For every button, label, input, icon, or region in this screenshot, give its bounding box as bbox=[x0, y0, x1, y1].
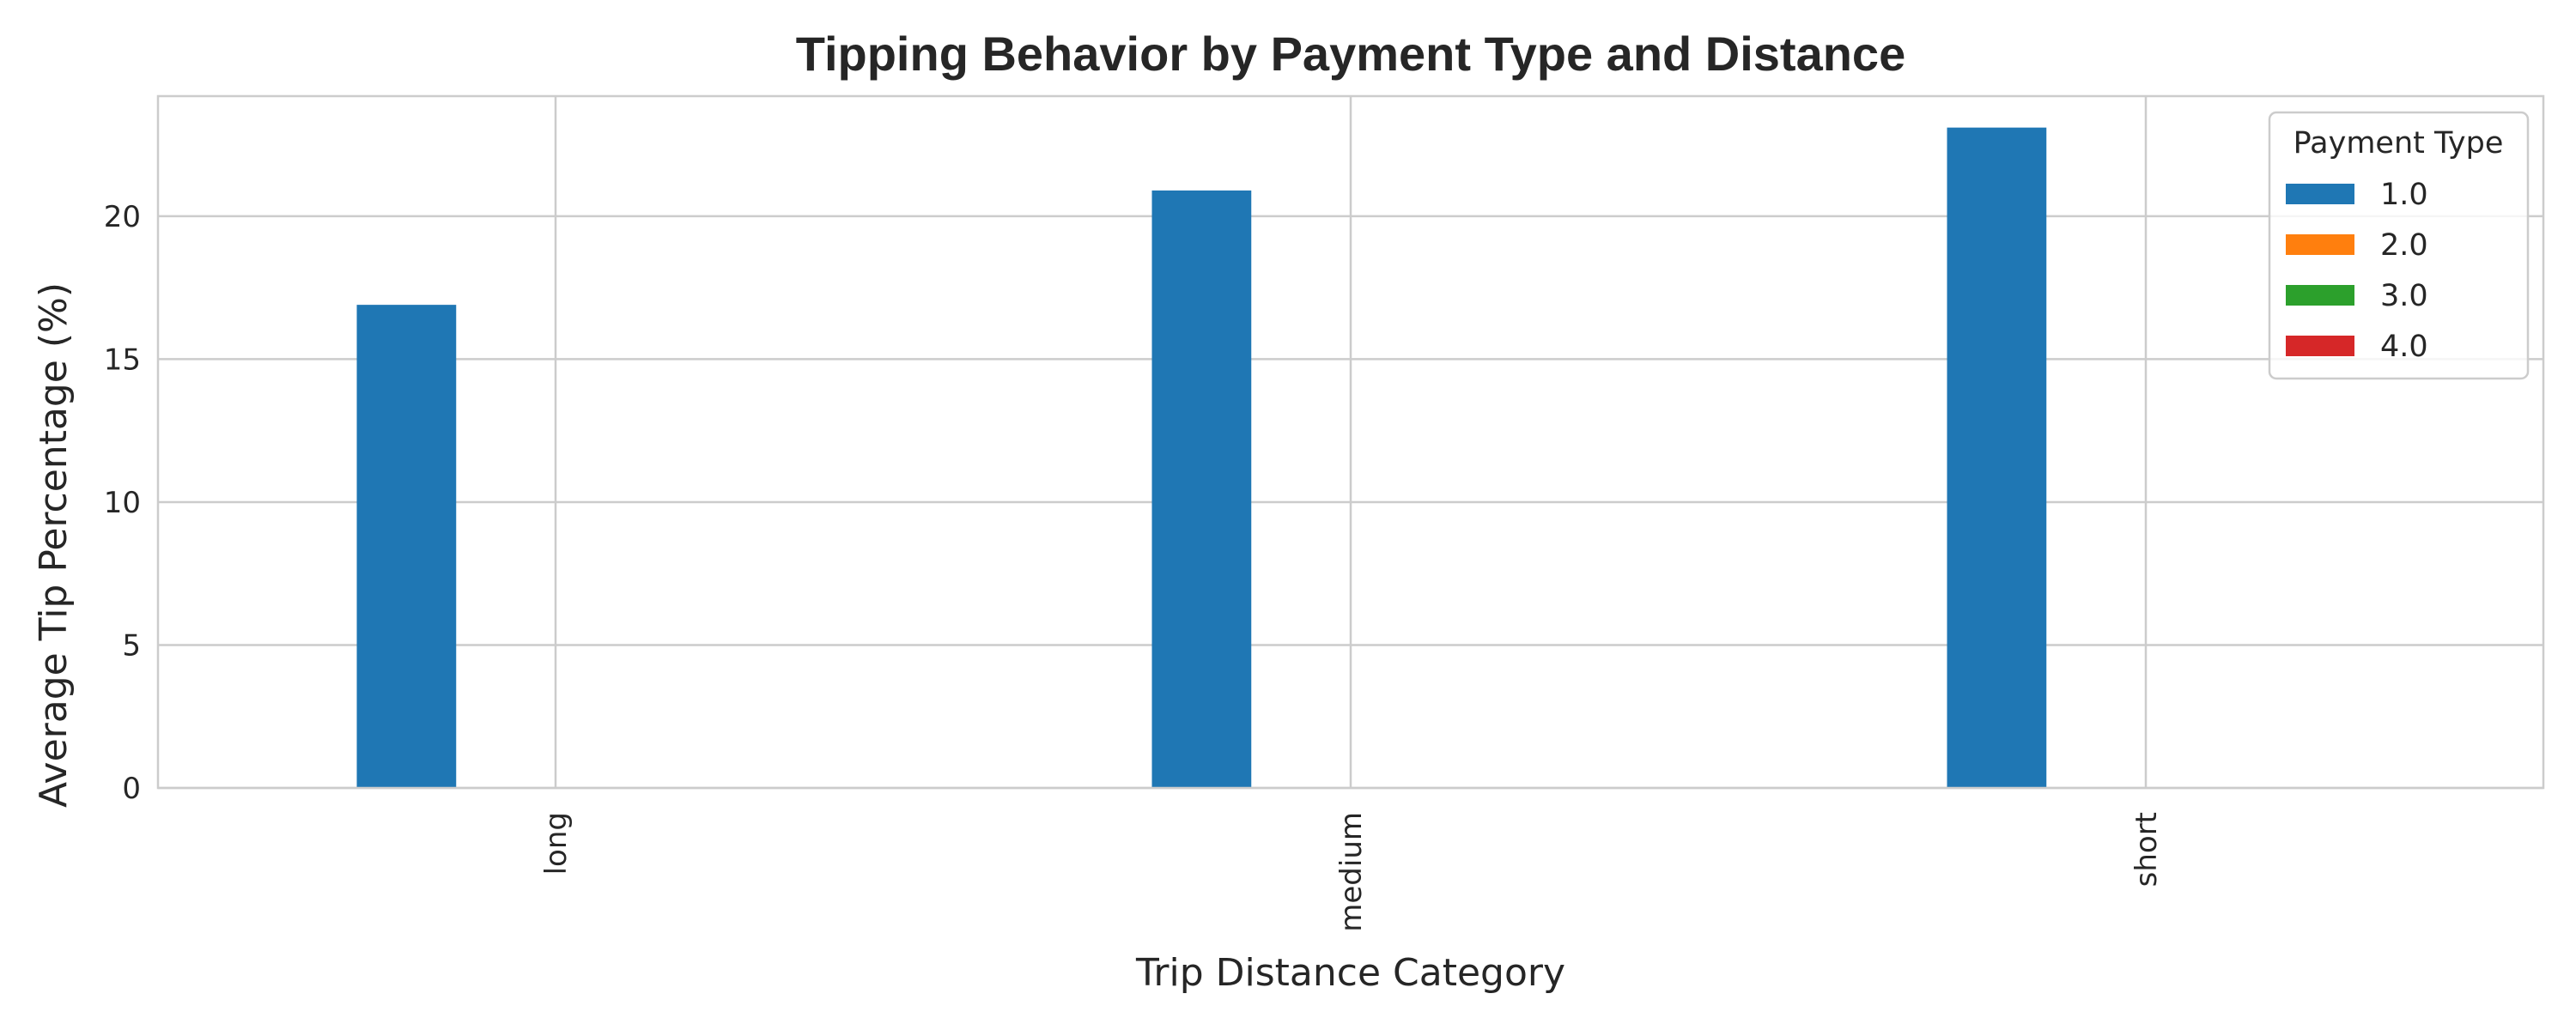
legend-entry-label: 2.0 bbox=[2380, 228, 2428, 263]
y-tick-label: 0 bbox=[122, 772, 141, 806]
bar bbox=[356, 305, 457, 789]
x-axis-label: Trip Distance Category bbox=[1135, 951, 1565, 995]
grid-lines bbox=[158, 96, 2543, 790]
legend-swatch bbox=[2286, 285, 2354, 306]
legend-frame bbox=[2268, 111, 2530, 380]
legend-entry-label: 3.0 bbox=[2380, 279, 2428, 313]
x-tick-label: long bbox=[539, 812, 574, 875]
y-tick-label: 10 bbox=[104, 486, 141, 520]
bar bbox=[1947, 127, 2047, 789]
legend-entry-label: 4.0 bbox=[2380, 330, 2428, 364]
legend-items: 1.0 2.0 3.0 4.0 bbox=[2286, 178, 2428, 364]
y-tick-label: 15 bbox=[104, 342, 141, 377]
bars bbox=[356, 127, 2047, 789]
chart-title: Tipping Behavior by Payment Type and Dis… bbox=[796, 27, 1905, 81]
legend-swatch bbox=[2286, 336, 2354, 356]
legend-swatch bbox=[2286, 184, 2354, 204]
legend-title: Payment Type bbox=[2293, 126, 2504, 161]
bar bbox=[1151, 190, 1252, 789]
legend-swatch bbox=[2286, 234, 2354, 255]
x-tick-label: medium bbox=[1334, 812, 1369, 932]
legend: Payment Type 1.0 2.0 3.0 4.0 bbox=[2268, 111, 2530, 380]
tick-labels: 0 5 10 15 20 long medium short bbox=[104, 200, 2164, 932]
y-tick-label: 20 bbox=[104, 200, 141, 234]
plot-area-frame bbox=[156, 94, 2545, 790]
y-axis-label: Average Tip Percentage (%) bbox=[32, 282, 76, 808]
legend-entry-label: 1.0 bbox=[2380, 178, 2428, 212]
y-tick-label: 5 bbox=[122, 628, 141, 663]
x-tick-label: short bbox=[2129, 812, 2164, 887]
